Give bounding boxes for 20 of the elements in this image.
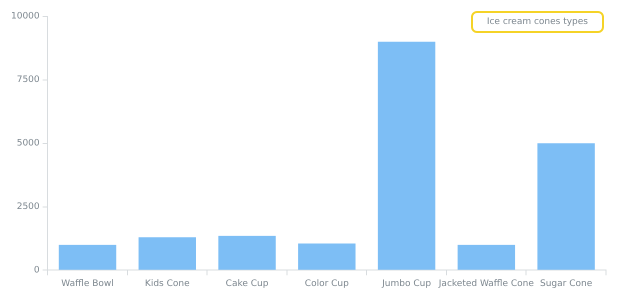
y-tick-label: 7500 bbox=[16, 75, 40, 86]
x-tick-label: Cake Cup bbox=[226, 278, 269, 289]
x-tick-label: Jumbo Cup bbox=[381, 278, 432, 289]
y-tick-label: 10000 bbox=[10, 12, 40, 22]
x-tick-label: Color Cup bbox=[304, 278, 350, 289]
bar bbox=[298, 244, 356, 270]
y-tick-label: 5000 bbox=[16, 138, 40, 149]
bar bbox=[458, 244, 516, 270]
bar bbox=[218, 236, 276, 270]
x-tick-label: Jacketed Waffle Cone bbox=[438, 278, 534, 289]
bar bbox=[58, 244, 116, 270]
y-tick-label: 0 bbox=[34, 266, 40, 276]
x-tick-label: Sugar Cone bbox=[540, 278, 593, 289]
bar bbox=[378, 42, 436, 270]
x-tick-label: Waffle Bowl bbox=[61, 278, 114, 289]
bar bbox=[537, 143, 595, 270]
y-tick-label: 2500 bbox=[16, 202, 40, 212]
bar bbox=[138, 237, 196, 270]
x-tick-label: Kids Cone bbox=[144, 278, 190, 289]
chart-title: Ice cream cones types bbox=[470, 11, 604, 33]
